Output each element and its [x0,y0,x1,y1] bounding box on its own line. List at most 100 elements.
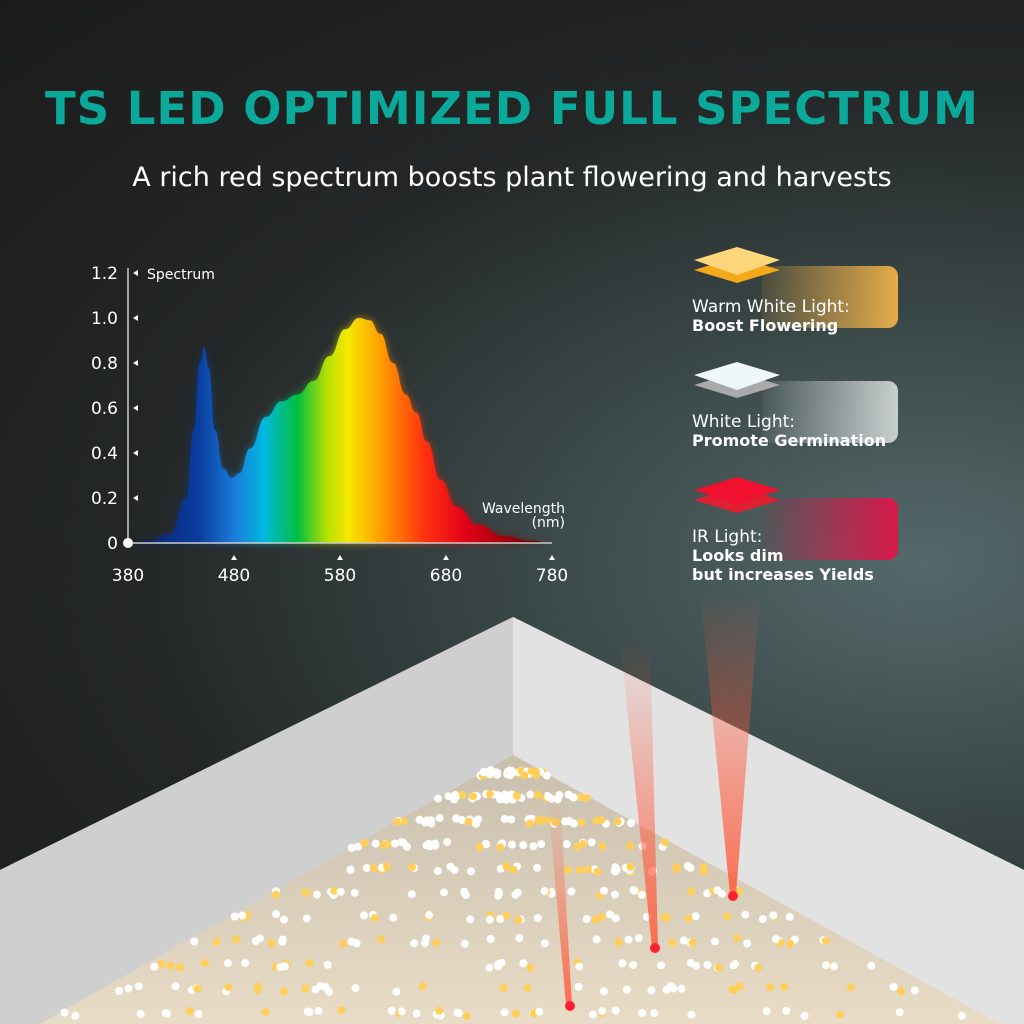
led-chip [408,862,417,871]
led-chip [466,867,475,876]
led-chip [660,838,669,847]
led-chip [691,912,700,921]
led-chip [407,890,416,899]
led-chip [410,939,419,948]
led-chip [267,939,276,948]
led-chip [422,841,431,850]
led-chip [624,935,633,944]
page-title: TS LED OPTIMIZED FULL SPECTRUM [45,82,979,135]
y-tick-label: 0 [107,534,118,554]
led-chip [485,790,494,799]
x-tick-marker [443,555,449,560]
led-chip [387,1006,396,1015]
led-chip [494,962,503,971]
led-chip [500,1008,509,1017]
led-chip [251,936,260,945]
x-tick-label: 380 [112,566,144,586]
led-chip [626,862,635,871]
led-chip [185,1006,194,1015]
led-chip [591,915,600,924]
led-chip [136,1009,145,1018]
x-tick-label: 480 [218,566,250,586]
y-tick-marker [133,360,138,366]
led-chip [520,771,529,780]
led-chip [519,841,528,850]
led-chip [687,1010,696,1019]
ir-led [565,1001,575,1011]
led-chip [499,983,508,992]
led-chip [576,793,585,802]
led-chip [533,914,542,923]
led-chip [573,842,582,851]
led-grow-light-product [0,600,1024,1024]
led-chip [509,865,518,874]
led-chip [771,935,780,944]
led-chip [435,814,444,823]
led-chip [279,987,288,996]
led-chip [305,1008,314,1017]
led-chip [166,961,175,970]
led-chip [564,865,573,874]
led-chip [425,911,434,920]
led-chip [679,936,688,945]
led-chip [496,914,505,923]
legend-desc: but increases Yields [692,565,874,584]
led-chip [433,866,442,875]
led-chip [593,867,602,876]
led-chip [479,768,488,777]
led-chip [743,939,752,948]
led-chip [540,887,549,896]
led-chip [622,985,631,994]
y-tick-marker [133,450,138,456]
led-chip [589,1010,598,1019]
led-chip [741,910,750,919]
led-chip [629,960,638,969]
led-chip [464,817,473,826]
led-chip [507,815,516,824]
led-chip [582,793,591,802]
led-chip [846,983,855,992]
led-chip [714,963,723,972]
led-chip [735,982,744,991]
led-chip [494,887,503,896]
led-chip [637,890,646,899]
led-chip [482,840,491,849]
led-chip [302,914,311,923]
led-chip [703,960,712,969]
led-chip [475,843,484,852]
led-chip [272,910,281,919]
y-tick-label: 1.2 [91,264,118,284]
led-chip [687,887,696,896]
led-chip [412,1009,421,1018]
led-chip [421,938,430,947]
led-chip [583,865,592,874]
led-chip [450,790,459,799]
x-axis-label: Wavelength [482,501,565,517]
ir-led [650,943,660,953]
led-chip [485,963,494,972]
led-chip [647,986,656,995]
led-chip [574,982,583,991]
led-chip [614,938,623,947]
led-chip [684,914,693,923]
led-chip [360,839,369,848]
led-chip [313,890,322,899]
led-chip [427,816,436,825]
led-chip [587,838,596,847]
led-chip [634,934,643,943]
led-chip [758,915,767,924]
x-tick-marker [231,555,237,560]
led-chip [350,888,359,897]
led-chip [238,911,247,920]
led-chip [577,818,586,827]
x-tick-marker [549,555,555,560]
led-chip [353,842,362,851]
led-chip [468,792,477,801]
led-chip [397,1007,406,1016]
ir-led-icon [694,477,780,513]
led-chip [485,915,494,924]
led-chip [71,1011,80,1020]
led-chip [254,982,263,991]
led-chip [599,987,608,996]
led-chip [836,1010,845,1019]
